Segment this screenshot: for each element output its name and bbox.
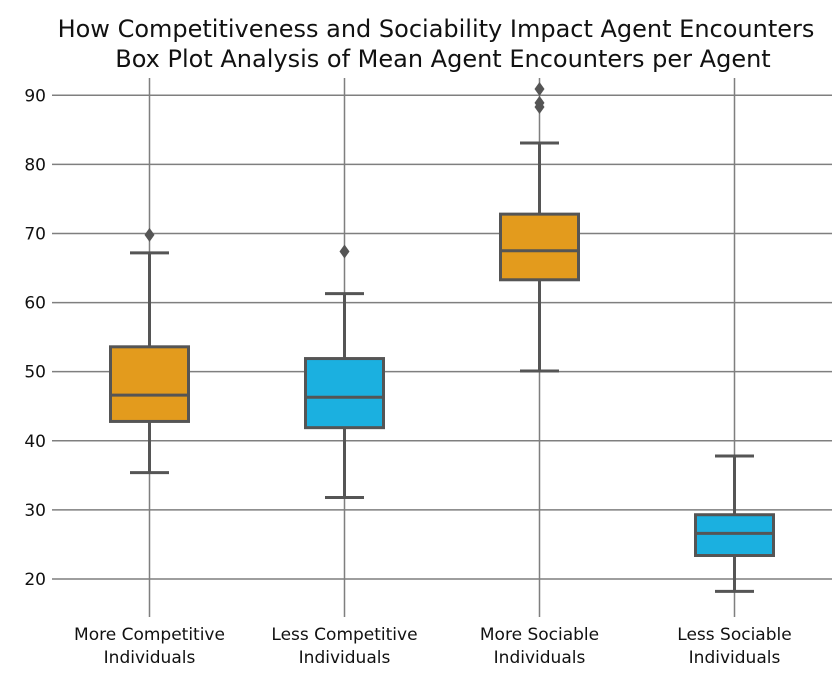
y-tick-label: 70 — [24, 224, 46, 244]
iqr-box — [499, 212, 580, 282]
box-group — [304, 244, 385, 499]
box-group — [109, 227, 190, 475]
category-label-line1: Less Sociable — [677, 625, 791, 645]
y-tick-label: 40 — [24, 432, 46, 452]
outlier-point — [534, 82, 545, 97]
iqr-box — [109, 345, 190, 423]
y-tick-label: 60 — [24, 294, 46, 314]
y-tick-label: 80 — [24, 155, 46, 175]
y-tick-label: 30 — [24, 501, 46, 521]
y-tick-label: 20 — [24, 570, 46, 590]
y-axis-ticks: 20 30 40 50 60 70 80 90 — [24, 86, 46, 590]
category-label-line1: Less Competitive — [271, 625, 417, 645]
outlier-point — [339, 244, 350, 259]
box-group — [499, 82, 580, 373]
iqr-box — [694, 513, 775, 557]
outlier-point — [534, 95, 545, 110]
chart-subtitle: Box Plot Analysis of Mean Agent Encounte… — [115, 45, 770, 73]
boxes — [109, 82, 775, 593]
category-label-line2: Individuals — [494, 648, 586, 668]
category-label-line1: More Competitive — [74, 625, 225, 645]
chart-title: How Competitiveness and Sociability Impa… — [58, 15, 815, 43]
y-tick-label: 50 — [24, 363, 46, 383]
category-label-line1: More Sociable — [480, 625, 599, 645]
outlier-point — [144, 227, 155, 242]
box-group — [694, 454, 775, 593]
iqr-box — [304, 357, 385, 430]
x-axis-labels: More Competitive Individuals Less Competit… — [74, 625, 792, 668]
y-tick-label: 90 — [24, 86, 46, 106]
category-label-line2: Individuals — [689, 648, 781, 668]
category-label-line2: Individuals — [299, 648, 391, 668]
category-label-line2: Individuals — [104, 648, 196, 668]
